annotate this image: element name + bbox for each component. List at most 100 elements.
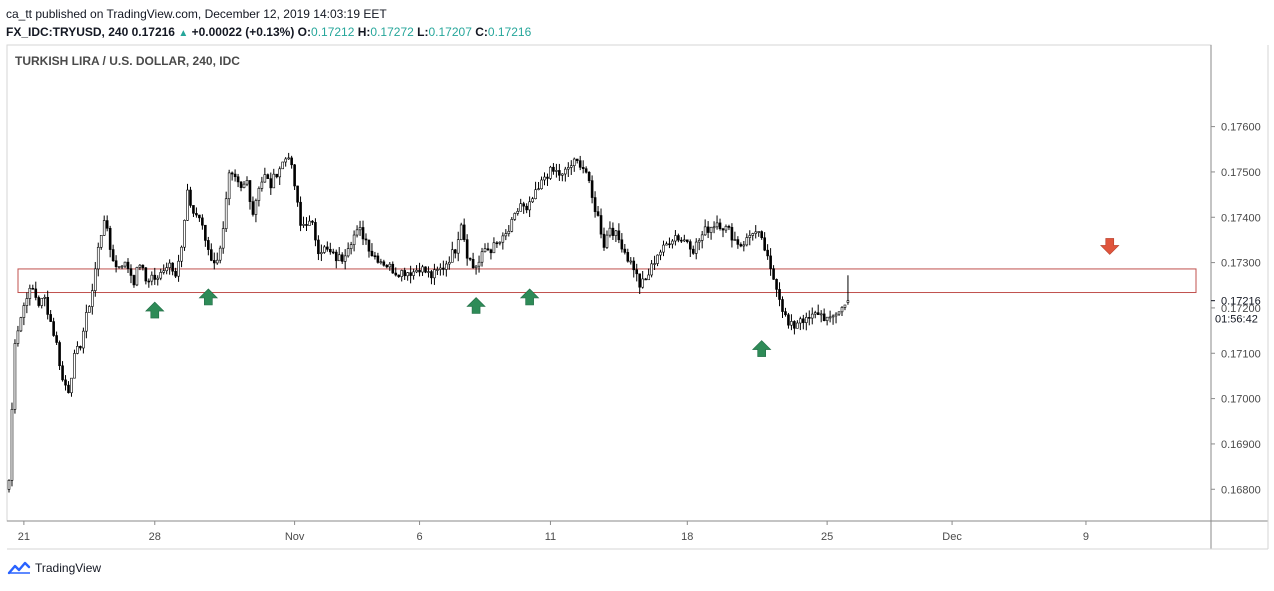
candle[interactable] (415, 265, 418, 274)
candle[interactable] (397, 274, 401, 278)
candle[interactable] (129, 264, 133, 284)
candle[interactable] (278, 166, 282, 185)
candle[interactable] (602, 227, 606, 251)
candle[interactable] (599, 208, 603, 239)
candle[interactable] (778, 282, 781, 307)
candle[interactable] (349, 241, 353, 255)
candle[interactable] (180, 245, 183, 268)
candle[interactable] (680, 237, 683, 244)
candle[interactable] (822, 308, 826, 322)
candle[interactable] (748, 230, 752, 246)
candle[interactable] (61, 361, 64, 382)
candle[interactable] (412, 268, 415, 280)
candle[interactable] (683, 234, 686, 243)
candle[interactable] (102, 215, 106, 236)
candle[interactable] (99, 235, 103, 250)
candle[interactable] (638, 273, 642, 295)
candle[interactable] (37, 295, 41, 308)
candle[interactable] (409, 265, 412, 284)
candle[interactable] (183, 219, 186, 251)
candle[interactable] (787, 312, 790, 329)
candle[interactable] (632, 257, 636, 278)
candle[interactable] (620, 233, 624, 253)
candle[interactable] (293, 164, 296, 191)
candle[interactable] (64, 375, 67, 391)
candle[interactable] (111, 244, 115, 262)
candle[interactable] (76, 341, 79, 355)
candle[interactable] (317, 235, 320, 261)
candle[interactable] (16, 325, 20, 347)
candle[interactable] (314, 218, 317, 247)
candle[interactable] (135, 266, 139, 287)
candle[interactable] (82, 327, 85, 354)
candle[interactable] (525, 203, 528, 214)
candle[interactable] (239, 181, 243, 192)
candle[interactable] (275, 173, 279, 179)
candle[interactable] (192, 205, 195, 218)
candle[interactable] (459, 222, 463, 241)
candle[interactable] (465, 234, 469, 266)
candle[interactable] (495, 241, 499, 248)
candle[interactable] (88, 305, 91, 313)
candle[interactable] (442, 260, 445, 276)
candle[interactable] (674, 230, 677, 246)
candle[interactable] (424, 266, 427, 274)
candle[interactable] (254, 198, 258, 223)
candle[interactable] (593, 191, 597, 218)
candle[interactable] (230, 171, 234, 181)
candle[interactable] (736, 236, 740, 249)
candle[interactable] (263, 167, 267, 183)
candle[interactable] (177, 254, 180, 282)
candle[interactable] (709, 226, 713, 240)
candle[interactable] (168, 259, 171, 275)
candle[interactable] (93, 261, 97, 297)
candle[interactable] (144, 267, 148, 285)
candle[interactable] (566, 162, 570, 178)
candle[interactable] (379, 258, 383, 265)
candle[interactable] (141, 264, 145, 271)
candle[interactable] (730, 223, 734, 248)
arrow-up-icon[interactable] (519, 288, 540, 306)
candle[interactable] (810, 307, 814, 325)
candle[interactable] (46, 290, 49, 320)
candle[interactable] (474, 265, 478, 275)
candle[interactable] (287, 152, 290, 160)
candle[interactable] (308, 215, 311, 226)
candle[interactable] (757, 231, 761, 237)
candle[interactable] (641, 270, 644, 289)
candle[interactable] (311, 220, 314, 226)
candle[interactable] (534, 181, 537, 200)
candle[interactable] (489, 248, 493, 260)
candle[interactable] (257, 186, 261, 207)
candle[interactable] (382, 259, 386, 267)
candle[interactable] (807, 310, 811, 326)
candle[interactable] (96, 242, 100, 277)
candle[interactable] (361, 220, 365, 246)
candle[interactable] (564, 166, 567, 182)
candle[interactable] (635, 263, 639, 282)
candle[interactable] (659, 249, 662, 261)
candle[interactable] (650, 260, 653, 278)
tradingview-brand[interactable]: TradingView (35, 561, 102, 575)
candle[interactable] (25, 292, 29, 314)
candle[interactable] (445, 260, 448, 277)
candle[interactable] (578, 155, 582, 171)
candle[interactable] (727, 224, 731, 231)
candle[interactable] (117, 266, 121, 269)
candle[interactable] (114, 255, 118, 273)
candle[interactable] (85, 304, 88, 339)
candle[interactable] (685, 239, 689, 244)
candle[interactable] (504, 229, 508, 241)
candle[interactable] (540, 176, 543, 190)
candle[interactable] (733, 231, 737, 241)
candle[interactable] (804, 312, 808, 331)
candle[interactable] (519, 198, 523, 212)
candle[interactable] (480, 247, 484, 267)
candle[interactable] (251, 196, 255, 217)
candle[interactable] (477, 255, 481, 273)
candle[interactable] (150, 271, 154, 286)
candle[interactable] (507, 225, 511, 237)
candle[interactable] (742, 240, 746, 252)
candle[interactable] (284, 157, 287, 167)
